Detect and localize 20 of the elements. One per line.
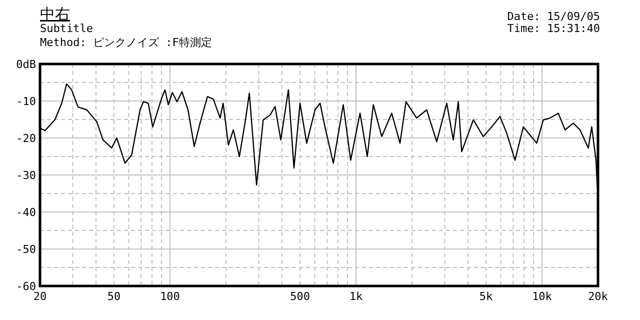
x-tick-label: 500 <box>290 290 310 303</box>
y-tick-label: 0dB <box>16 58 36 71</box>
text: Time: 15:31:40 <box>507 22 600 35</box>
x-tick-label: 5k <box>479 290 494 303</box>
x-tick-label: 20 <box>33 290 47 303</box>
y-tick-label: -20 <box>16 132 36 145</box>
y-tick-label: -40 <box>16 206 36 219</box>
text: Method: ピンクノイズ :F特測定 <box>40 36 212 49</box>
y-tick-label: -30 <box>16 168 36 182</box>
text: Date: 15/09/05 <box>507 10 600 23</box>
chart-subtitle: Subtitle <box>40 22 93 35</box>
x-tick-label: 10k <box>532 290 552 303</box>
x-tick-label: 20k <box>588 290 608 303</box>
x-tick-label: 50 <box>107 290 121 303</box>
x-tick-label: 1k <box>349 290 364 303</box>
y-tick-label: -60 <box>16 280 36 293</box>
y-tick-label: -50 <box>16 242 36 256</box>
y-tick-label: -10 <box>16 94 36 108</box>
x-tick-label: 100 <box>160 290 180 303</box>
chart-title: 中右 <box>40 5 70 23</box>
